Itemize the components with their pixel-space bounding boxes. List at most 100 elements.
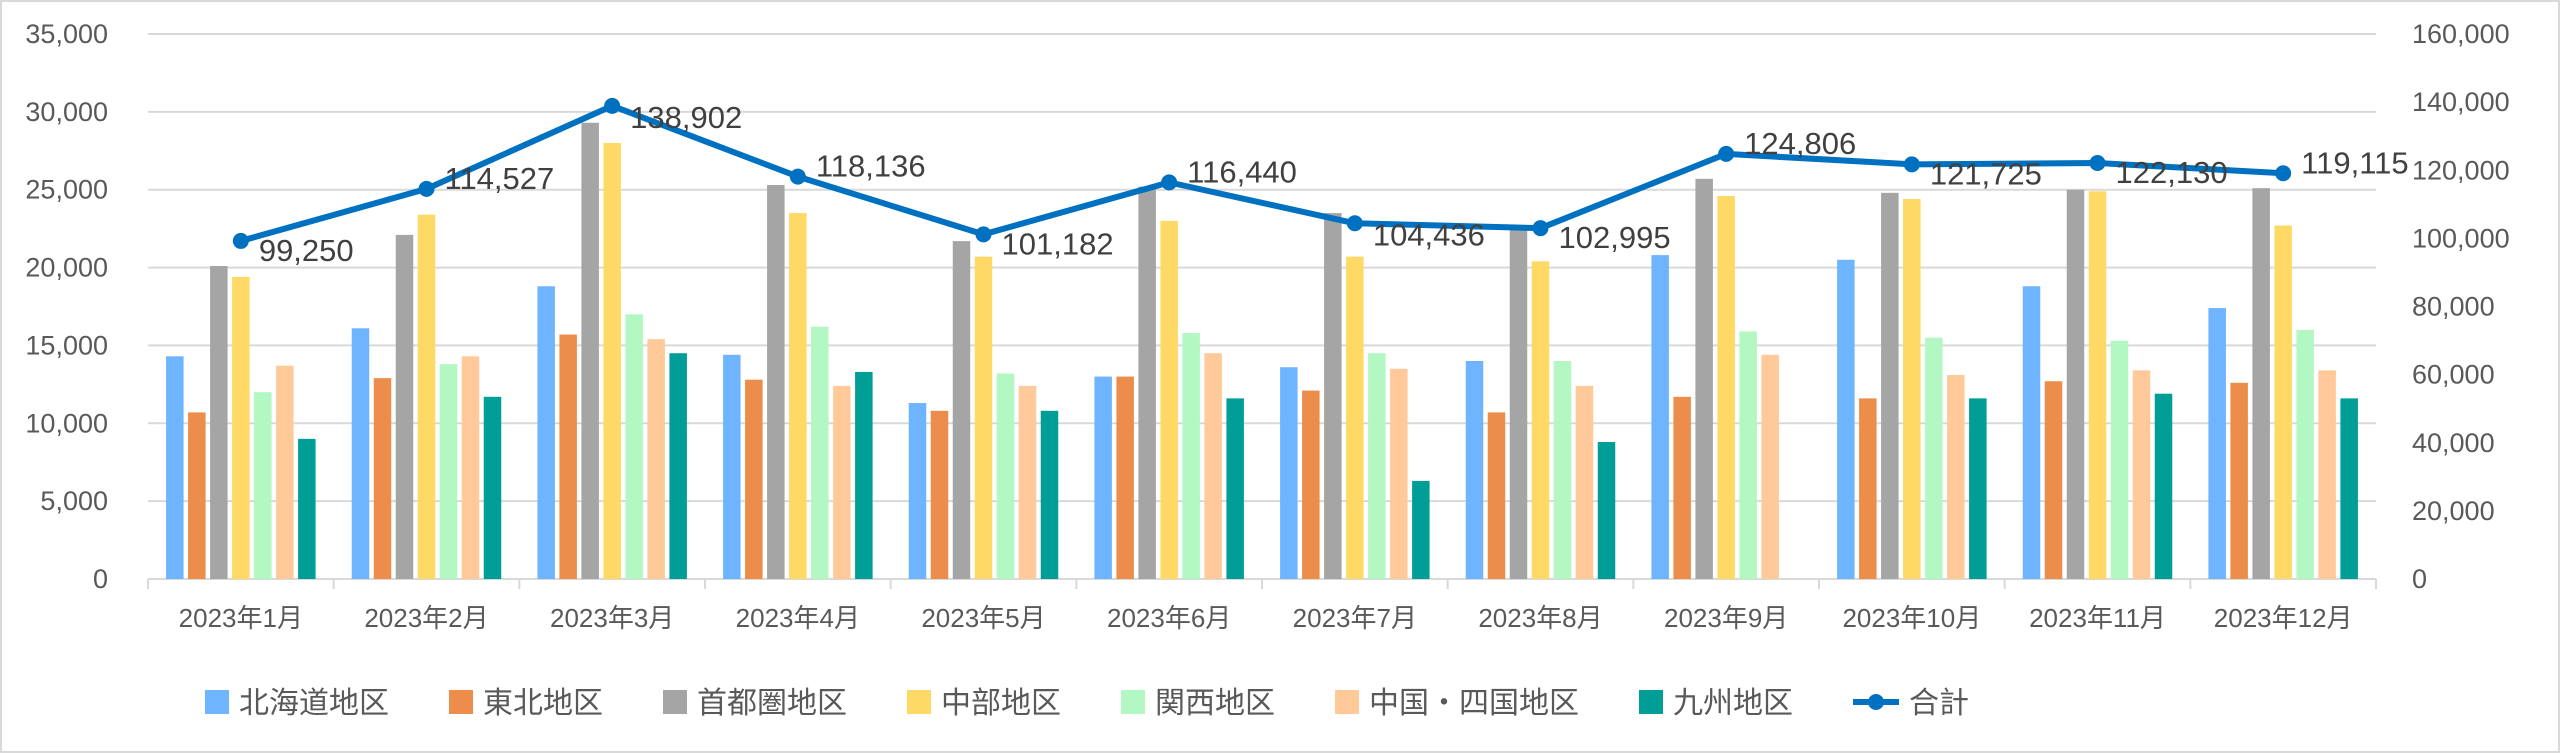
legend-label: 中国・四国地区 — [1369, 687, 1579, 720]
bar-4-2023年6月 — [1160, 220, 1178, 579]
legend-item: 中部地区 — [907, 687, 1061, 720]
total-marker — [1718, 145, 1735, 162]
total-data-label: 122,130 — [2116, 155, 2228, 190]
bar-1-2023年10月 — [1837, 259, 1855, 579]
bar-2-2023年4月 — [745, 379, 763, 579]
x-axis-tick-label: 2023年12月 — [2214, 603, 2353, 633]
left-axis-tick-label: 5,000 — [40, 486, 108, 516]
bar-2-2023年5月 — [930, 410, 949, 579]
bar-5-2023年6月 — [1182, 332, 1200, 579]
bar-4-2023年1月 — [232, 276, 250, 579]
left-axis-tick-label: 0 — [93, 564, 108, 594]
total-marker — [2275, 165, 2292, 182]
bar-3-2023年10月 — [1881, 192, 1899, 580]
legend-item: 首都圏地区 — [663, 687, 847, 720]
legend-label: 首都圏地区 — [697, 687, 847, 720]
bar-7-2023年8月 — [1597, 441, 1616, 579]
bar-7-2023年1月 — [298, 438, 316, 579]
right-axis-tick-label: 120,000 — [2412, 155, 2510, 185]
bar-5-2023年9月 — [1739, 331, 1757, 579]
bar-4-2023年3月 — [603, 143, 621, 579]
bar-7-2023年12月 — [2340, 398, 2358, 579]
x-axis-tick-label: 2023年8月 — [1478, 603, 1602, 633]
total-data-label: 104,436 — [1373, 217, 1485, 252]
bar-6-2023年2月 — [461, 356, 480, 579]
x-axis-tick-label: 2023年7月 — [1293, 603, 1417, 633]
bar-6-2023年5月 — [1018, 385, 1037, 579]
bar-5-2023年7月 — [1368, 353, 1386, 579]
bar-5-2023年8月 — [1553, 361, 1572, 579]
bar-2-2023年2月 — [373, 378, 392, 579]
bar-4-2023年7月 — [1346, 256, 1364, 579]
bar-7-2023年3月 — [669, 353, 687, 579]
bar-1-2023年1月 — [166, 356, 184, 579]
bar-2-2023年3月 — [559, 334, 577, 579]
bar-5-2023年4月 — [811, 326, 829, 579]
legend-swatch — [1121, 690, 1145, 714]
legend-swatch — [205, 690, 229, 714]
right-axis-tick-label: 80,000 — [2412, 292, 2495, 322]
bar-3-2023年1月 — [210, 266, 228, 579]
bar-3-2023年2月 — [395, 234, 414, 579]
bar-1-2023年6月 — [1094, 376, 1112, 579]
bar-3-2023年9月 — [1695, 178, 1713, 580]
x-axis-tick-label: 2023年4月 — [736, 603, 860, 633]
x-axis-tick-label: 2023年1月 — [179, 603, 303, 633]
right-axis-tick-label: 40,000 — [2412, 428, 2495, 458]
legend-swatch — [1335, 690, 1359, 714]
total-data-label: 138,902 — [630, 100, 742, 135]
bar-4-2023年2月 — [417, 214, 436, 579]
total-marker — [1532, 220, 1549, 237]
total-marker — [1346, 215, 1363, 232]
bar-2-2023年8月 — [1487, 412, 1506, 579]
total-data-label: 119,115 — [2301, 145, 2408, 180]
total-marker — [1903, 156, 1920, 173]
legend-marker — [1868, 694, 1884, 710]
x-axis-tick-label: 2023年5月 — [921, 603, 1045, 633]
legend-item: 関西地区 — [1121, 687, 1275, 720]
legend-swatch — [1639, 690, 1663, 714]
legend-label: 九州地区 — [1673, 687, 1793, 720]
bar-7-2023年10月 — [1969, 398, 1987, 579]
bar-5-2023年3月 — [625, 314, 643, 579]
bar-7-2023年6月 — [1226, 398, 1244, 579]
right-axis-tick-label: 0 — [2412, 564, 2427, 594]
legend-swatch — [907, 690, 931, 714]
bar-1-2023年9月 — [1651, 255, 1669, 579]
left-axis-tick-label: 30,000 — [25, 97, 108, 127]
bar-2-2023年6月 — [1116, 376, 1134, 579]
total-data-label: 114,527 — [445, 161, 555, 196]
legend-label: 合計 — [1909, 687, 1969, 720]
bar-6-2023年1月 — [276, 365, 294, 579]
total-marker — [2089, 154, 2106, 171]
bar-3-2023年7月 — [1324, 213, 1342, 580]
left-axis-tick-label: 25,000 — [25, 175, 108, 205]
bar-2-2023年7月 — [1302, 390, 1320, 579]
total-data-label: 116,440 — [1187, 154, 1297, 189]
total-marker — [975, 226, 992, 243]
bar-3-2023年12月 — [2252, 188, 2270, 579]
x-axis-tick-label: 2023年2月 — [364, 603, 488, 633]
right-axis-tick-label: 160,000 — [2412, 19, 2510, 49]
legend-item: 九州地区 — [1639, 687, 1793, 720]
x-axis-tick-label: 2023年11月 — [2029, 603, 2166, 633]
bar-5-2023年12月 — [2296, 329, 2314, 579]
legend-item: 中国・四国地区 — [1335, 687, 1579, 720]
left-axis-tick-label: 10,000 — [25, 408, 108, 438]
bar-7-2023年5月 — [1040, 410, 1059, 579]
total-data-label: 101,182 — [1002, 226, 1114, 261]
bar-4-2023年12月 — [2274, 225, 2292, 579]
total-marker — [1161, 174, 1178, 191]
total-marker — [604, 97, 621, 114]
total-marker — [232, 232, 249, 249]
bar-4-2023年9月 — [1717, 195, 1735, 579]
legend-swatch — [449, 690, 473, 714]
bar-6-2023年6月 — [1204, 353, 1222, 579]
total-marker — [418, 180, 435, 197]
bar-6-2023年3月 — [647, 339, 665, 579]
x-axis-tick-label: 2023年10月 — [1842, 603, 1981, 633]
legend-label: 中部地区 — [941, 687, 1061, 720]
legend-item: 東北地区 — [449, 687, 603, 720]
bar-2-2023年11月 — [2044, 381, 2063, 579]
bar-7-2023年11月 — [2154, 393, 2173, 579]
